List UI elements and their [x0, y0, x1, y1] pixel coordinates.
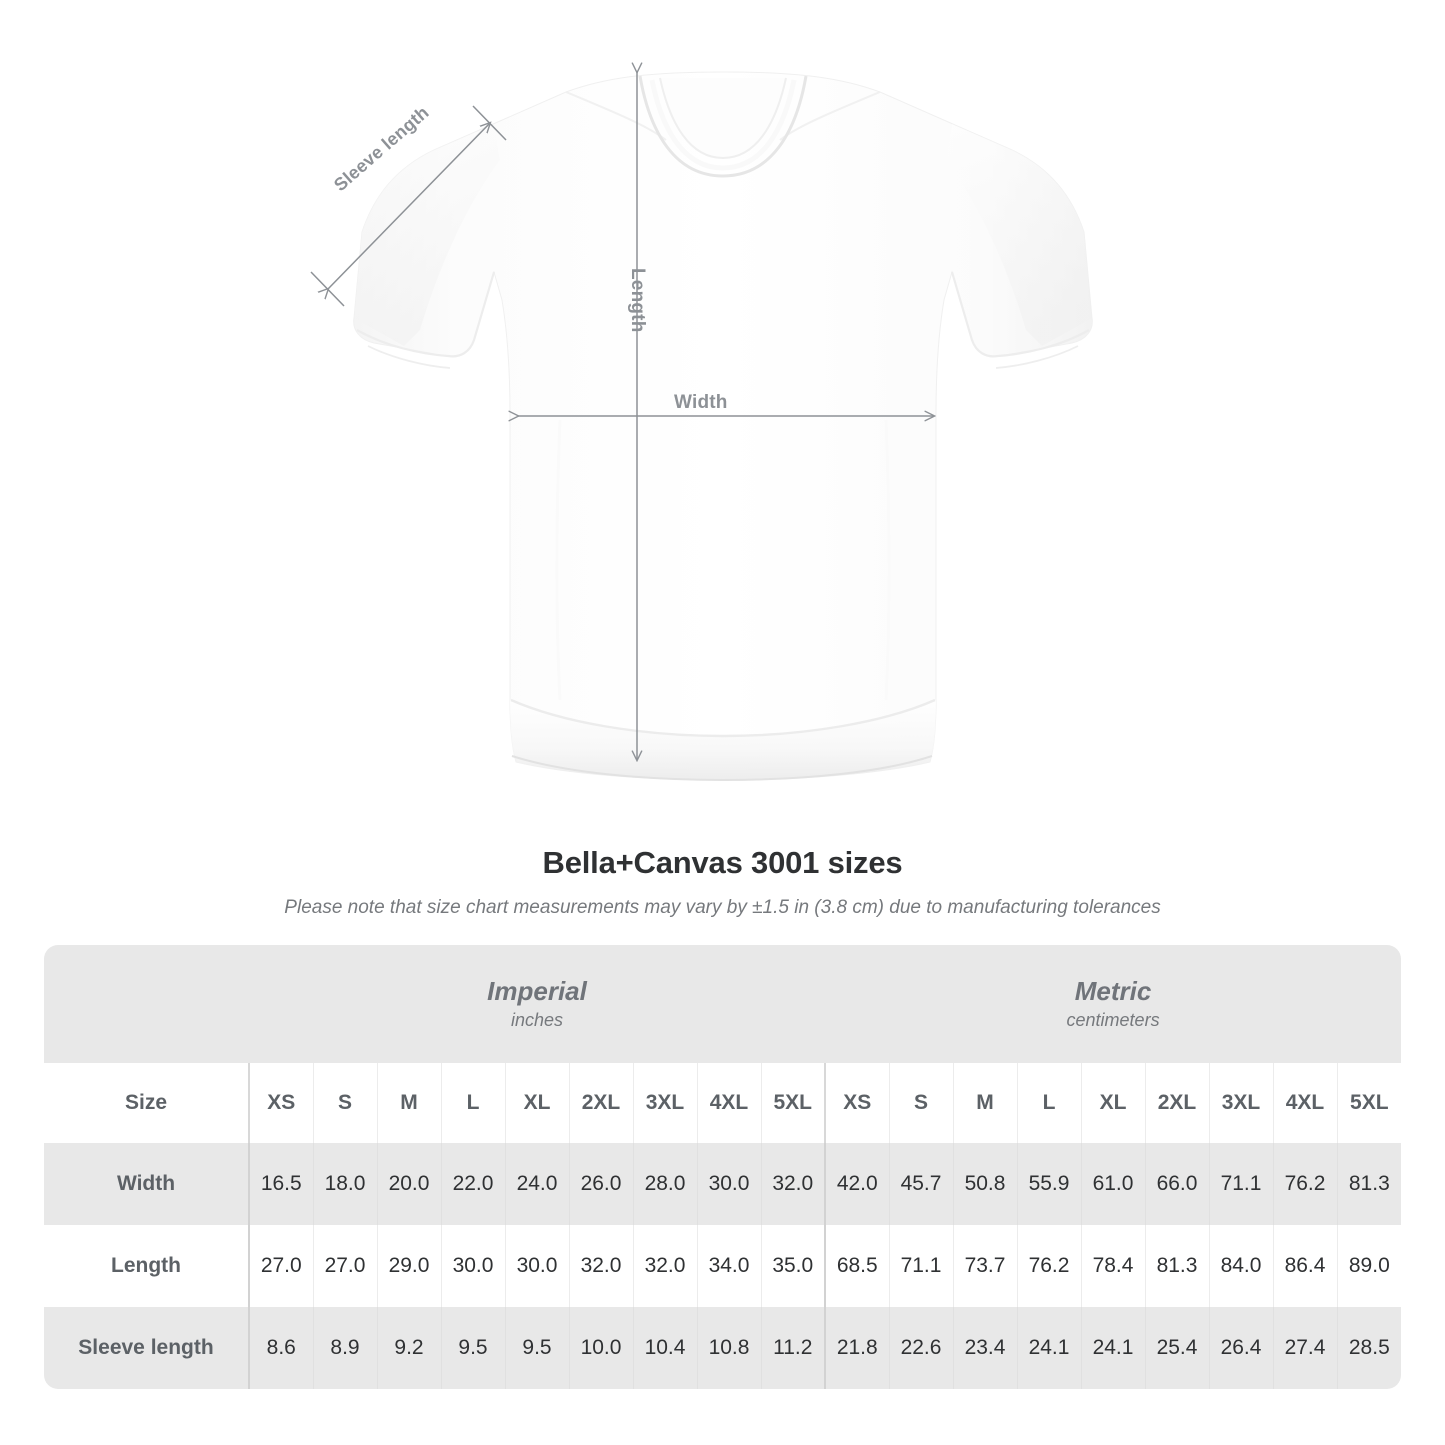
- cell-value: 78.4: [1080, 1225, 1146, 1307]
- cell-value: 11.2: [760, 1307, 826, 1389]
- size-column-header-imperial-xs: XS: [248, 1063, 313, 1143]
- cell-value: 86.4: [1272, 1225, 1338, 1307]
- size-column-header-metric-xl: XL: [1080, 1063, 1146, 1143]
- unit-header-metric-subtitle: centimeters: [1066, 1010, 1160, 1031]
- size-column-header-metric-s: S: [888, 1063, 954, 1143]
- size-column-header-metric-m: M: [952, 1063, 1018, 1143]
- cell-value: 28.5: [1336, 1307, 1402, 1389]
- cell-value: 73.7: [952, 1225, 1018, 1307]
- unit-header-metric-name: Metric: [1074, 975, 1152, 1006]
- unit-header-imperial-subtitle: inches: [510, 1010, 564, 1031]
- unit-row-spacer: [44, 945, 249, 1063]
- sleeve-length-arrow: [310, 105, 507, 307]
- cell-value: 71.1: [888, 1225, 954, 1307]
- cell-value: 30.0: [440, 1225, 505, 1307]
- cell-value: 68.5: [824, 1225, 890, 1307]
- unit-header-imperial-name: Imperial: [487, 975, 587, 1006]
- table-row: Sleeve length 8.6 8.9 9.2 9.5 9.5 10.0 10.4 10.8…: [44, 1307, 1402, 1389]
- size-column-header-imperial-m: M: [376, 1063, 441, 1143]
- size-chart-table-container: Imperial inches Metric centimeters Size XS S M L…: [44, 945, 1402, 1389]
- cell-value: 61.0: [1080, 1143, 1146, 1225]
- cell-value: 25.4: [1144, 1307, 1210, 1389]
- cell-value: 9.2: [376, 1307, 441, 1389]
- unit-header-imperial: Imperial inches: [249, 945, 826, 1063]
- page-title: Bella+Canvas 3001 sizes: [542, 845, 903, 880]
- cell-value: 9.5: [504, 1307, 569, 1389]
- size-column-header-imperial-3xl: 3XL: [632, 1063, 697, 1143]
- cell-value: 29.0: [376, 1225, 441, 1307]
- cell-value: 66.0: [1144, 1143, 1210, 1225]
- cell-value: 20.0: [376, 1143, 441, 1225]
- width-dimension-label: Width: [674, 392, 728, 413]
- cell-value: 76.2: [1016, 1225, 1082, 1307]
- tolerance-note: Please note that size chart measurements…: [284, 897, 1161, 918]
- cell-value: 76.2: [1272, 1143, 1338, 1225]
- cell-value: 9.5: [440, 1307, 505, 1389]
- cell-value: 27.0: [312, 1225, 377, 1307]
- size-header-label: Size: [44, 1063, 249, 1143]
- cell-value: 30.0: [696, 1143, 761, 1225]
- cell-value: 8.9: [312, 1307, 377, 1389]
- cell-value: 55.9: [1016, 1143, 1082, 1225]
- measurement-row-label-width: Width: [44, 1143, 249, 1225]
- cell-value: 71.1: [1208, 1143, 1274, 1225]
- size-chart-heading-block: Bella+Canvas 3001 sizes Please note that…: [0, 845, 1445, 919]
- cell-value: 84.0: [1208, 1225, 1274, 1307]
- cell-value: 21.8: [824, 1307, 890, 1389]
- size-column-header-metric-l: L: [1016, 1063, 1082, 1143]
- cell-value: 32.0: [760, 1143, 826, 1225]
- table-row: Length 27.0 27.0 29.0 30.0 30.0 32.0 32.0 34.0 35…: [44, 1225, 1402, 1307]
- cell-value: 28.0: [632, 1143, 697, 1225]
- cell-value: 35.0: [760, 1225, 826, 1307]
- cell-value: 24.0: [504, 1143, 569, 1225]
- size-column-header-imperial-xl: XL: [504, 1063, 569, 1143]
- cell-value: 89.0: [1336, 1225, 1402, 1307]
- cell-value: 81.3: [1144, 1225, 1210, 1307]
- tshirt-body-shape: [353, 71, 1093, 782]
- size-column-header-metric-2xl: 2XL: [1144, 1063, 1210, 1143]
- measurement-row-label-sleeve-length: Sleeve length: [44, 1307, 249, 1389]
- size-column-header-metric-3xl: 3XL: [1208, 1063, 1274, 1143]
- cell-value: 10.4: [632, 1307, 697, 1389]
- cell-value: 81.3: [1336, 1143, 1402, 1225]
- cell-value: 22.0: [440, 1143, 505, 1225]
- cell-value: 24.1: [1016, 1307, 1082, 1389]
- unit-header-metric: Metric centimeters: [825, 945, 1402, 1063]
- cell-value: 10.8: [696, 1307, 761, 1389]
- cell-value: 32.0: [632, 1225, 697, 1307]
- table-row: Width 16.5 18.0 20.0 22.0 24.0 26.0 28.0 30.0 32.…: [44, 1143, 1402, 1225]
- size-column-header-imperial-2xl: 2XL: [568, 1063, 633, 1143]
- cell-value: 10.0: [568, 1307, 633, 1389]
- cell-value: 27.0: [248, 1225, 313, 1307]
- size-column-header-metric-xs: XS: [824, 1063, 890, 1143]
- measurement-row-label-length: Length: [44, 1225, 249, 1307]
- size-column-header-metric-5xl: 5XL: [1336, 1063, 1402, 1143]
- size-chart-table: Imperial inches Metric centimeters Size XS S M L…: [44, 945, 1402, 1389]
- cell-value: 22.6: [888, 1307, 954, 1389]
- length-dimension-label: Length: [627, 268, 648, 333]
- size-column-header-imperial-4xl: 4XL: [696, 1063, 761, 1143]
- size-column-header-metric-4xl: 4XL: [1272, 1063, 1338, 1143]
- cell-value: 27.4: [1272, 1307, 1338, 1389]
- cell-value: 32.0: [568, 1225, 633, 1307]
- cell-value: 8.6: [248, 1307, 313, 1389]
- cell-value: 34.0: [696, 1225, 761, 1307]
- size-header-row: Size XS S M L XL 2XL 3XL 4XL 5XL XS S M L XL 2XL 3XL 4XL 5…: [44, 1063, 1402, 1143]
- cell-value: 24.1: [1080, 1307, 1146, 1389]
- cell-value: 26.4: [1208, 1307, 1274, 1389]
- tshirt-measurement-diagram: Sleeve length Length Width: [310, 0, 1093, 782]
- cell-value: 16.5: [248, 1143, 313, 1225]
- cell-value: 23.4: [952, 1307, 1018, 1389]
- size-column-header-imperial-s: S: [312, 1063, 377, 1143]
- cell-value: 42.0: [824, 1143, 890, 1225]
- cell-value: 26.0: [568, 1143, 633, 1225]
- cell-value: 18.0: [312, 1143, 377, 1225]
- unit-system-header-row: Imperial inches Metric centimeters: [44, 945, 1402, 1063]
- cell-value: 45.7: [888, 1143, 954, 1225]
- cell-value: 30.0: [504, 1225, 569, 1307]
- tshirt-illustration: [310, 0, 1093, 782]
- cell-value: 50.8: [952, 1143, 1018, 1225]
- size-column-header-imperial-l: L: [440, 1063, 505, 1143]
- size-column-header-imperial-5xl: 5XL: [760, 1063, 826, 1143]
